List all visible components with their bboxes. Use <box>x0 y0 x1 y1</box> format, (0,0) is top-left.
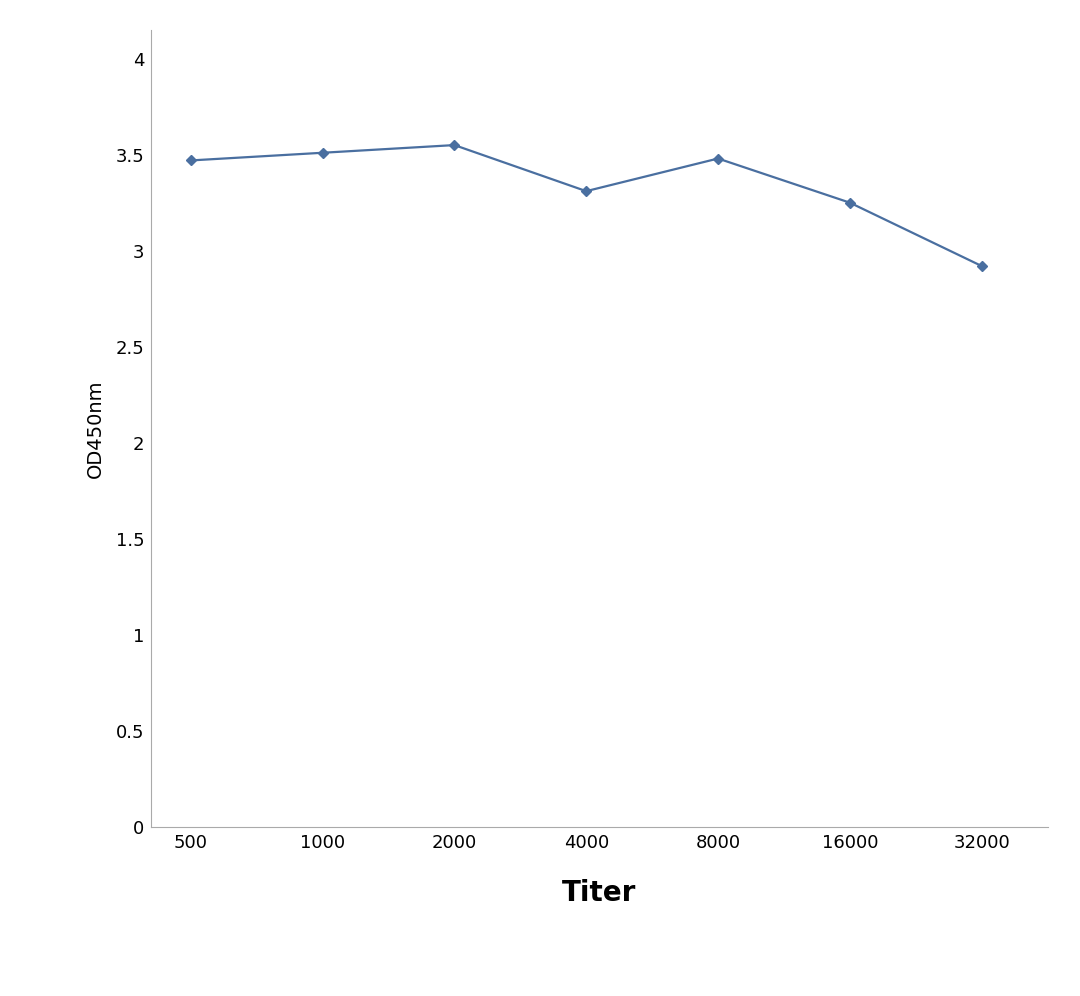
Y-axis label: OD450nm: OD450nm <box>85 379 105 477</box>
X-axis label: Titer: Titer <box>563 879 636 907</box>
